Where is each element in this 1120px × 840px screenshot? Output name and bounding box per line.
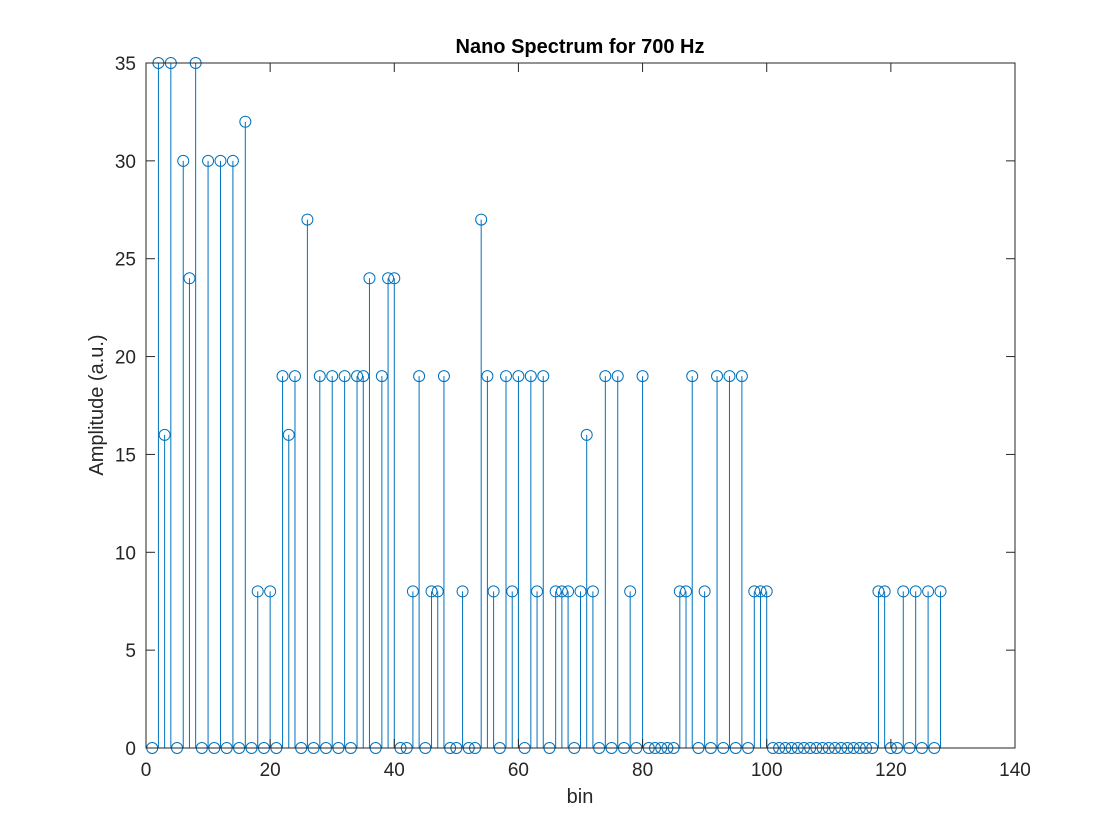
stem-marker <box>562 585 575 598</box>
x-tick-label: 20 <box>260 760 281 781</box>
stem-marker <box>624 585 637 598</box>
stem-marker <box>549 585 562 598</box>
stem-marker <box>599 370 612 383</box>
stem-marker <box>326 370 339 383</box>
x-tick-label: 60 <box>508 760 529 781</box>
stem-marker <box>481 370 494 383</box>
stem-marker <box>351 370 364 383</box>
x-tick-label: 80 <box>632 760 653 781</box>
y-tick-label: 10 <box>115 543 136 564</box>
stem-marker <box>251 585 264 598</box>
axes-box <box>145 62 1016 749</box>
stem-marker <box>680 585 693 598</box>
stem-marker <box>673 585 686 598</box>
stem-marker <box>537 370 550 383</box>
stem-marker <box>313 370 326 383</box>
y-tick-label: 35 <box>115 54 136 75</box>
stem-marker <box>723 370 736 383</box>
stem-marker <box>425 585 438 598</box>
stem-marker <box>754 585 767 598</box>
y-tick-label: 0 <box>125 739 136 760</box>
x-tick-label: 40 <box>384 760 405 781</box>
stem-marker <box>500 370 513 383</box>
stem-marker <box>760 585 773 598</box>
y-tick-label: 30 <box>115 152 136 173</box>
stem-marker <box>512 370 525 383</box>
stem-marker <box>698 585 711 598</box>
stem-marker <box>214 154 227 167</box>
stem-marker <box>574 585 587 598</box>
stem-marker <box>183 272 196 285</box>
stem-marker <box>586 585 599 598</box>
stem-marker <box>475 213 488 226</box>
stem-marker <box>301 213 314 226</box>
y-tick-label: 15 <box>115 445 136 466</box>
x-axis-label: bin <box>567 786 594 808</box>
stem-marker <box>580 428 593 441</box>
y-axis-label: Amplitude (a.u.) <box>86 334 108 475</box>
stem-marker <box>878 585 891 598</box>
stem-marker <box>406 585 419 598</box>
stem-marker <box>357 370 370 383</box>
x-tick-label: 140 <box>999 760 1031 781</box>
x-tick-label: 0 <box>141 760 152 781</box>
stem-series <box>146 57 947 754</box>
stem-marker <box>524 370 537 383</box>
stem-marker <box>487 585 500 598</box>
stem-marker <box>413 370 426 383</box>
stem-marker <box>239 115 252 128</box>
stem-marker <box>264 585 277 598</box>
stem-marker <box>897 585 910 598</box>
y-tick-label: 20 <box>115 348 136 369</box>
y-tick-label: 5 <box>125 641 136 662</box>
stem-marker <box>506 585 519 598</box>
stem-marker <box>531 585 544 598</box>
axis-ticks: 0 20 40 60 80 100 120 140 0 5 10 15 20 25 30 35 <box>115 54 1031 781</box>
chart-title: Nano Spectrum for 700 Hz <box>456 36 705 58</box>
stem-marker <box>177 154 190 167</box>
stem-marker <box>456 585 469 598</box>
x-tick-label: 100 <box>751 760 783 781</box>
stem-marker <box>282 428 295 441</box>
x-tick-label: 120 <box>875 760 907 781</box>
stem-marker <box>872 585 885 598</box>
stem-marker <box>686 370 699 383</box>
stem-marker <box>276 370 289 383</box>
stem-marker <box>431 585 444 598</box>
stem-marker <box>909 585 922 598</box>
stem-marker <box>388 272 401 285</box>
stem-marker <box>382 272 395 285</box>
stem-marker <box>611 370 624 383</box>
stem-marker <box>735 370 748 383</box>
stem-marker <box>922 585 935 598</box>
stem-marker <box>748 585 761 598</box>
stem-marker <box>202 154 215 167</box>
stem-marker <box>711 370 724 383</box>
stem-marker <box>375 370 388 383</box>
stem-marker <box>338 370 351 383</box>
y-tick-label: 25 <box>115 250 136 271</box>
stem-marker <box>158 428 171 441</box>
stem-marker <box>636 370 649 383</box>
stem-marker <box>934 585 947 598</box>
stem-marker <box>437 370 450 383</box>
stem-marker <box>226 154 239 167</box>
stem-marker <box>363 272 376 285</box>
stem-marker <box>288 370 301 383</box>
stem-marker <box>555 585 568 598</box>
